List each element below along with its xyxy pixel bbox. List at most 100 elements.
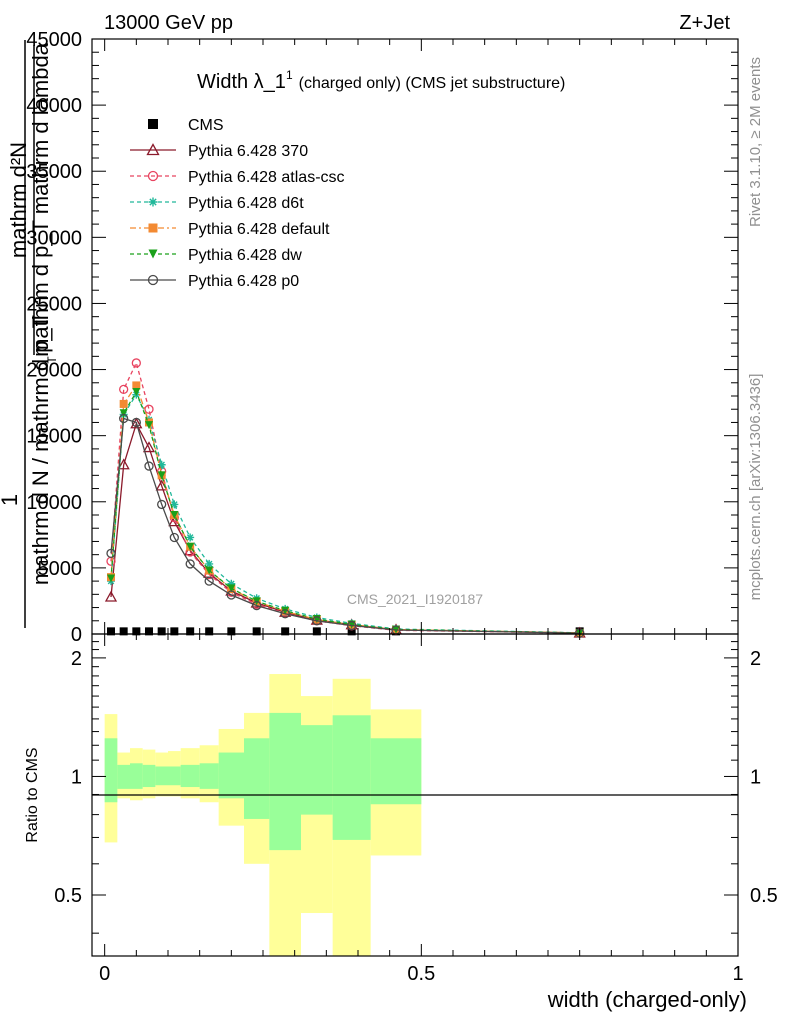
data-point (144, 461, 154, 471)
data-point (107, 627, 115, 636)
ratio-uncertainty-bands (104, 674, 422, 956)
ratio-y-axis-label: Ratio to CMS (24, 747, 41, 842)
y-tick-label: 10000 (26, 492, 82, 514)
legend-item: Pythia 6.428 p0 (130, 273, 299, 290)
data-point (107, 574, 115, 583)
main-ylabel-line-2-subscript: T (45, 356, 59, 364)
legend-label: Pythia 6.428 370 (188, 143, 308, 160)
legend-marker (148, 249, 158, 259)
data-point (226, 590, 236, 600)
axes-layer: 0 0.5 1 0 5000 10000 15000 20000 25000 30000 35000… (26, 29, 777, 985)
ratio-band-stat (301, 725, 333, 815)
series-1 (104, 417, 586, 638)
legend-marker (148, 197, 158, 207)
data-point (186, 627, 195, 636)
series-3 (107, 390, 584, 637)
data-point (205, 627, 214, 636)
data-point (131, 417, 141, 428)
data-point (205, 566, 214, 575)
data-point (131, 358, 141, 368)
x-tick-label: 1 (732, 963, 743, 985)
data-point (252, 627, 261, 636)
data-point (157, 627, 166, 636)
series-4 (107, 381, 584, 637)
data-point (312, 627, 321, 636)
data-point (106, 548, 116, 558)
data-point (347, 620, 357, 631)
series-line (110, 393, 580, 634)
series-2 (106, 358, 585, 638)
data-point (170, 500, 179, 509)
header-left: 13000 GeV pp (104, 12, 233, 34)
legend-item: Pythia 6.428 dw (130, 247, 302, 264)
ratio-band-stat (244, 738, 270, 819)
data-point (119, 384, 129, 395)
chart-title-suffix: (charged only) (CMS jet substructure) (299, 75, 566, 92)
legend-marker (148, 223, 158, 233)
legend: CMS Pythia 6.428 370 Pythia 6.428 atlas-cs… (130, 117, 345, 290)
rivet-side-label: Rivet 3.1.10, ≥ 2M events (747, 57, 764, 227)
ratio-band-stat (180, 764, 200, 788)
y-tick-label: 40000 (26, 95, 82, 117)
data-point (280, 609, 290, 619)
data-point (157, 460, 166, 469)
data-point (119, 627, 128, 636)
data-point (157, 499, 167, 510)
series-line (110, 383, 580, 634)
legend-label: Pythia 6.428 default (188, 221, 330, 238)
legend-marker (147, 170, 159, 182)
legend-label: Pythia 6.428 atlas-csc (188, 169, 345, 186)
legend-label: Pythia 6.428 p0 (188, 273, 299, 290)
data-point (119, 409, 128, 418)
ratio-band-stat (142, 764, 156, 788)
legend-item: Pythia 6.428 370 (130, 143, 308, 160)
ratio-band-stat (104, 738, 118, 803)
ratio-band-stat (199, 763, 219, 789)
data-point (142, 441, 156, 453)
ratio-plot-frame (91, 633, 739, 957)
y-tick-label: 35000 (26, 161, 82, 183)
series-6 (106, 413, 585, 638)
series-layer (104, 358, 586, 638)
main-ylabel-line-2: mathrm d N / mathrm d p_T (28, 315, 53, 585)
data-point (145, 627, 153, 636)
ratio-y-tick-label-left: 2 (71, 648, 82, 670)
ratio-y-tick-label-right: 2 (750, 648, 761, 670)
data-point (132, 388, 141, 397)
legend-item: Pythia 6.428 atlas-csc (130, 169, 345, 186)
x-tick-label: 0 (99, 963, 110, 985)
data-point (157, 471, 166, 480)
legend-item: Pythia 6.428 default (130, 221, 330, 238)
main-ylabel-line-1: 1 (0, 494, 22, 506)
main-ylabel-line-3: mathrm d²N (6, 142, 31, 258)
series-5 (107, 388, 584, 637)
ratio-band-stat (155, 766, 168, 786)
y-tick-label: 45000 (26, 29, 82, 51)
ratio-y-tick-label-right: 0.5 (750, 885, 778, 907)
ratio-y-tick-label-right: 1 (750, 766, 761, 788)
data-point (312, 616, 322, 626)
y-tick-label: 5000 (38, 558, 83, 580)
header-right: Z+Jet (679, 12, 730, 34)
y-tick-label: 20000 (26, 360, 82, 382)
legend-label: Pythia 6.428 d6t (188, 195, 304, 212)
series-line (110, 390, 580, 634)
main-y-axis-label: 1 mathrm d N / mathrm d p_T T mathrm d²N… (0, 40, 59, 628)
data-point (155, 479, 168, 491)
legend-marker (146, 143, 160, 156)
data-point (169, 532, 179, 543)
data-point (104, 590, 118, 602)
data-point (204, 576, 214, 586)
ratio-band-stat (117, 764, 130, 789)
y-tick-label: 30000 (26, 227, 82, 249)
y-tick-label: 15000 (26, 426, 82, 448)
data-point (170, 511, 179, 519)
data-point (205, 559, 214, 568)
data-point (117, 458, 130, 470)
ratio-band-stat (269, 712, 301, 851)
data-point (227, 584, 236, 593)
svg-text:Width λ_11(charged only) (CMS: Width λ_11 (charged only) (CMS jet substr… (197, 68, 565, 93)
data-point (186, 542, 195, 551)
legend-marker (147, 274, 159, 286)
